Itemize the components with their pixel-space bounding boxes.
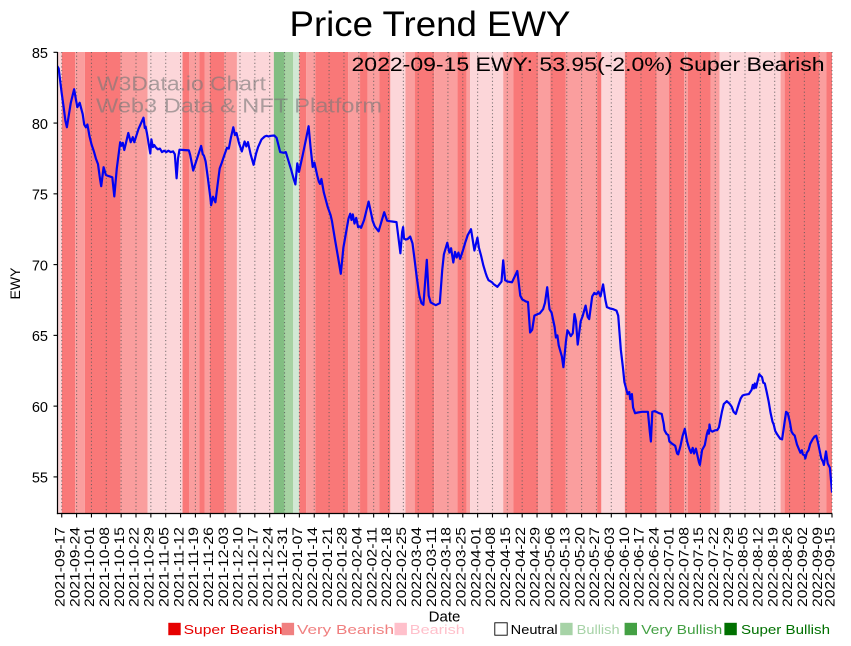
svg-text:2021-12-24: 2021-12-24 <box>260 526 275 607</box>
svg-text:2022-03-04: 2022-03-04 <box>409 526 424 607</box>
svg-text:2022-02-04: 2022-02-04 <box>350 526 365 607</box>
svg-text:2022-07-08: 2022-07-08 <box>676 527 691 607</box>
svg-text:2022-06-03: 2022-06-03 <box>602 527 617 607</box>
svg-text:2022-05-13: 2022-05-13 <box>557 527 572 607</box>
svg-text:85: 85 <box>32 46 48 62</box>
svg-text:2021-10-01: 2021-10-01 <box>82 527 97 607</box>
svg-text:2022-07-01: 2022-07-01 <box>661 527 676 607</box>
svg-text:Neutral: Neutral <box>511 622 558 637</box>
svg-text:2022-05-06: 2022-05-06 <box>543 527 558 607</box>
svg-text:2022-08-26: 2022-08-26 <box>780 527 795 607</box>
svg-text:2021-12-03: 2021-12-03 <box>216 527 231 607</box>
svg-text:2021-09-17: 2021-09-17 <box>52 527 67 607</box>
svg-text:2022-07-15: 2022-07-15 <box>691 527 706 607</box>
svg-text:2022-08-12: 2022-08-12 <box>751 527 766 607</box>
svg-text:2021-11-05: 2021-11-05 <box>156 527 171 607</box>
svg-text:2022-02-18: 2022-02-18 <box>379 527 394 607</box>
svg-text:Price Trend EWY: Price Trend EWY <box>290 5 571 44</box>
svg-text:2022-07-22: 2022-07-22 <box>706 527 721 607</box>
svg-text:2021-12-10: 2021-12-10 <box>231 527 246 607</box>
svg-text:2022-08-05: 2022-08-05 <box>736 527 751 607</box>
svg-text:2021-11-26: 2021-11-26 <box>201 527 216 607</box>
svg-text:2021-09-24: 2021-09-24 <box>67 526 82 607</box>
svg-text:2022-04-22: 2022-04-22 <box>513 527 528 607</box>
svg-text:2022-04-08: 2022-04-08 <box>483 527 498 607</box>
svg-text:80: 80 <box>32 117 48 133</box>
svg-text:Web3 Data & NFT Platform: Web3 Data & NFT Platform <box>96 96 382 118</box>
svg-text:2022-03-11: 2022-03-11 <box>424 527 439 607</box>
svg-text:Very Bullish: Very Bullish <box>641 622 722 637</box>
svg-text:2021-12-17: 2021-12-17 <box>246 527 261 607</box>
svg-text:2022-09-09: 2022-09-09 <box>810 527 825 607</box>
svg-text:2022-01-21: 2022-01-21 <box>320 527 335 607</box>
svg-text:2021-10-15: 2021-10-15 <box>112 527 127 607</box>
svg-text:Super Bearish: Super Bearish <box>184 622 283 637</box>
svg-text:Super Bullish: Super Bullish <box>741 622 830 637</box>
svg-text:2022-05-27: 2022-05-27 <box>587 527 602 607</box>
svg-text:2022-01-07: 2022-01-07 <box>290 527 305 607</box>
svg-text:2022-03-25: 2022-03-25 <box>453 527 468 607</box>
svg-text:70: 70 <box>32 258 48 274</box>
svg-text:2022-02-11: 2022-02-11 <box>364 527 379 607</box>
svg-text:Bullish: Bullish <box>577 622 620 637</box>
svg-text:2022-04-01: 2022-04-01 <box>468 527 483 607</box>
svg-text:2022-06-17: 2022-06-17 <box>632 527 647 607</box>
svg-text:2021-12-31: 2021-12-31 <box>275 527 290 607</box>
svg-text:2022-04-15: 2022-04-15 <box>498 527 513 607</box>
svg-text:55: 55 <box>32 471 48 487</box>
svg-text:2022-01-14: 2022-01-14 <box>305 526 320 607</box>
svg-text:Very Bearish: Very Bearish <box>297 622 394 637</box>
svg-text:2022-06-10: 2022-06-10 <box>617 527 632 607</box>
svg-text:2021-10-08: 2021-10-08 <box>97 527 112 607</box>
svg-text:2022-06-24: 2022-06-24 <box>647 526 662 607</box>
svg-text:2022-09-02: 2022-09-02 <box>795 527 810 607</box>
svg-text:W3Data.io Chart: W3Data.io Chart <box>97 74 266 96</box>
svg-text:2022-01-28: 2022-01-28 <box>335 527 350 607</box>
svg-text:2021-10-29: 2021-10-29 <box>142 527 157 607</box>
svg-text:2021-11-19: 2021-11-19 <box>186 527 201 607</box>
svg-text:2022-09-15: 2022-09-15 <box>823 527 838 607</box>
svg-text:75: 75 <box>32 188 48 204</box>
svg-text:2021-11-12: 2021-11-12 <box>171 527 186 607</box>
svg-text:2022-07-29: 2022-07-29 <box>721 527 736 607</box>
svg-text:60: 60 <box>32 400 48 416</box>
svg-text:2021-10-22: 2021-10-22 <box>127 527 142 607</box>
svg-text:2022-09-15 EWY: 53.95(-2.0%) S: 2022-09-15 EWY: 53.95(-2.0%) Super Beari… <box>352 54 825 76</box>
svg-text:Date: Date <box>429 609 461 626</box>
svg-text:2022-02-25: 2022-02-25 <box>394 527 409 607</box>
svg-text:Bearish: Bearish <box>410 622 465 637</box>
svg-text:EWY: EWY <box>7 267 23 300</box>
svg-text:65: 65 <box>32 329 48 345</box>
svg-text:2022-08-19: 2022-08-19 <box>765 527 780 607</box>
svg-text:2022-03-18: 2022-03-18 <box>439 527 454 607</box>
svg-text:2022-04-29: 2022-04-29 <box>528 527 543 607</box>
svg-text:2022-05-20: 2022-05-20 <box>572 527 587 607</box>
